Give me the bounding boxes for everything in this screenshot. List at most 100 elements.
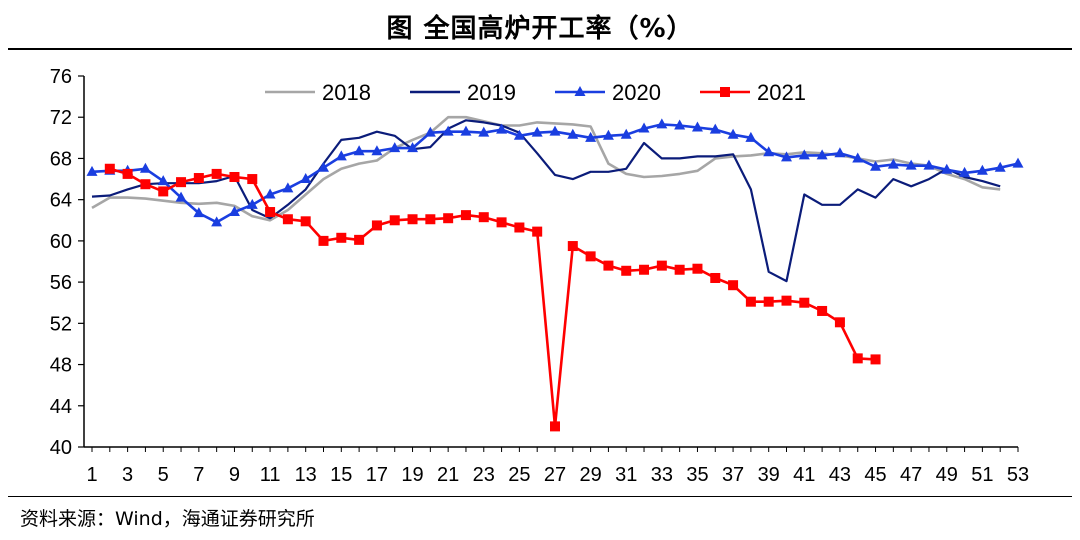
point-2020 [870,160,882,171]
point-2020 [318,161,329,172]
x-tick-label: 29 [579,464,601,486]
x-tick-label: 43 [829,464,851,486]
series-line-2019 [91,119,1001,283]
point-2021 [354,234,365,245]
point-2021 [460,210,471,221]
x-tick-label: 35 [686,464,708,486]
y-tick-label: 60 [50,231,72,253]
x-tick-label: 27 [544,464,566,486]
point-2020 [852,152,864,163]
point-2021 [710,272,721,283]
point-2021 [104,163,115,174]
point-2020 [460,125,472,136]
point-2021 [247,174,258,185]
point-2021 [639,264,650,275]
y-tick-label: 40 [50,437,72,459]
point-2020 [496,123,508,134]
point-2020 [531,126,543,137]
x-tick-label: 7 [193,464,204,486]
legend-marker-2020 [574,86,586,96]
title-rule [8,48,1072,50]
point-2021 [745,296,756,307]
point-2021 [443,213,454,224]
y-tick-label: 72 [50,107,72,129]
point-2021 [532,226,543,237]
point-2020 [442,125,454,136]
point-2020 [994,161,1006,172]
x-tick-label: 19 [401,464,423,486]
x-tick-label: 41 [793,464,815,486]
point-2021 [496,217,507,228]
point-2021 [158,186,169,197]
point-2020 [300,173,312,184]
point-2020 [175,191,187,202]
point-2020 [959,166,971,177]
point-2020 [407,142,419,153]
point-2020 [923,159,935,170]
point-2021 [621,265,632,276]
point-2021 [122,168,133,179]
point-2020 [353,145,365,156]
point-2021 [799,297,810,308]
point-2020 [335,150,347,161]
point-2020 [620,128,632,139]
point-2021 [229,171,240,182]
point-2021 [265,207,276,218]
point-2021 [282,214,293,225]
x-tick-label: 5 [158,464,169,486]
point-2020 [389,142,401,153]
point-2020 [674,119,686,130]
x-tick-label: 11 [260,464,281,486]
point-2020 [264,188,276,199]
chart-title: 图 全国高炉开工率（%） [386,14,694,44]
x-tick-label: 31 [615,464,637,486]
point-2020 [745,131,757,142]
y-tick-label: 64 [50,190,72,212]
point-2020 [656,118,668,129]
point-2020 [228,206,240,217]
point-2020 [691,121,703,132]
point-2020 [86,165,98,176]
point-2020 [638,122,650,133]
point-2020 [834,147,846,158]
point-2020 [211,216,223,227]
y-tick-label: 56 [50,272,72,294]
point-2021 [140,179,151,190]
point-2021 [336,232,347,243]
point-2020 [887,158,899,169]
x-tick-label: 51 [971,464,993,486]
x-tick-label: 25 [508,464,530,486]
point-2021 [371,220,382,231]
y-tick-label: 52 [50,313,72,335]
point-2020 [549,125,561,136]
source-note: 资料来源：Wind，海通证券研究所 [20,508,315,530]
point-2021 [817,305,828,316]
legend-label-2020: 2020 [612,80,661,105]
point-2021 [728,280,739,291]
point-2021 [567,241,578,252]
point-2020 [567,128,579,139]
y-tick-label: 48 [50,355,72,377]
point-2021 [425,214,436,225]
x-tick-label: 23 [473,464,495,486]
x-tick-label: 1 [86,464,97,486]
point-2021 [870,354,881,365]
point-2020 [585,131,597,142]
point-2020 [976,164,988,175]
point-2020 [246,198,258,209]
point-2021 [603,260,614,271]
point-2020 [816,149,828,160]
y-tick-label: 68 [50,148,72,170]
x-tick-label: 33 [651,464,673,486]
point-2021 [674,264,685,275]
point-2020 [157,175,169,186]
point-2020 [602,129,614,140]
point-2020 [941,163,953,174]
point-2020 [727,128,739,139]
x-tick-label: 47 [900,464,922,486]
x-tick-label: 15 [330,464,352,486]
x-tick-label: 39 [758,464,780,486]
point-2021 [781,295,792,306]
